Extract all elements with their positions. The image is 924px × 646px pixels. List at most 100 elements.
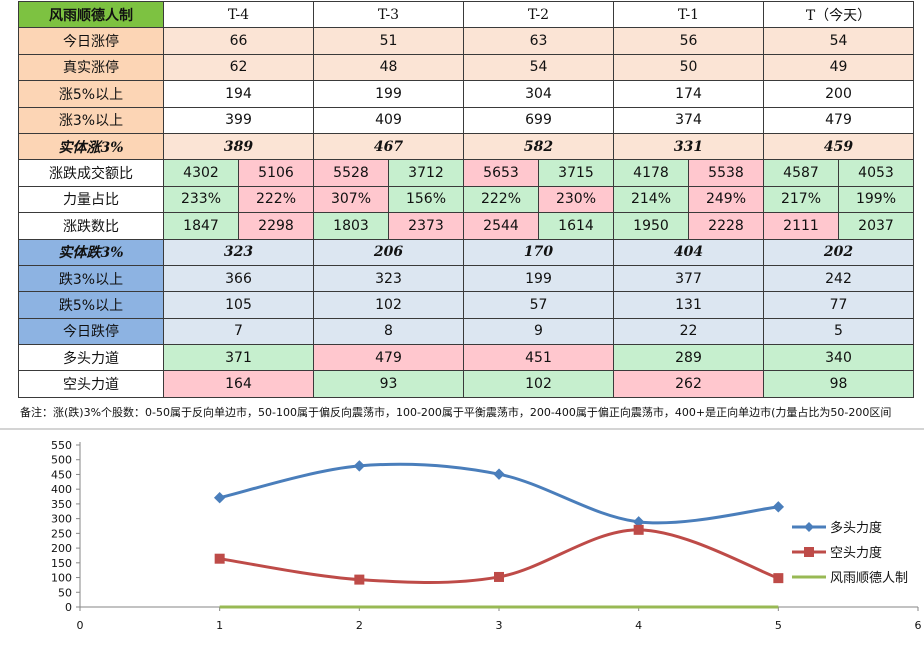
table-row-bull: 多头力道 371 479 451 289 340 (18, 344, 914, 372)
table-cell: 4053 (838, 159, 914, 187)
table-cell: 5106 (238, 159, 314, 187)
column-header: T-4 (163, 0, 314, 29)
y-tick-label: 0 (65, 601, 72, 614)
table-cell: 2037 (838, 212, 914, 240)
table-row: 跌3%以上 366 323 199 377 242 (18, 264, 914, 293)
table-cell: 5538 (688, 159, 764, 187)
y-tick-label: 250 (51, 527, 72, 540)
table-cell: 77 (763, 291, 914, 319)
series-point (772, 501, 785, 513)
column-header: T（今天） (763, 0, 914, 29)
table-cell: 374 (613, 106, 764, 134)
table-cell: 389 (163, 132, 314, 161)
row-label: 今日涨停 (18, 27, 164, 55)
table-cell: 62 (163, 53, 314, 82)
y-tick-label: 500 (51, 454, 72, 467)
table-cell: 377 (613, 264, 764, 293)
x-tick-label: 3 (496, 619, 503, 632)
table-cell: 170 (463, 238, 614, 266)
x-tick-label: 2 (356, 619, 363, 632)
table-cell: 93 (313, 370, 464, 398)
table-cell: 451 (463, 344, 614, 372)
table-cell: 399 (163, 106, 314, 134)
row-label: 跌5%以上 (18, 291, 164, 319)
series-point (773, 573, 784, 584)
table-row: 涨跌数比 1847 2298 1803 2373 2544 1614 1950 2228 2111… (18, 212, 914, 240)
x-tick-label: 4 (635, 619, 642, 632)
chart-series (213, 460, 785, 609)
legend-label: 风雨顺德人制 (830, 571, 908, 586)
table-cell: 5528 (313, 159, 389, 187)
divider (0, 428, 924, 430)
table-cell: 479 (763, 106, 914, 134)
x-tick-label: 5 (775, 619, 782, 632)
table-cell: 5 (763, 317, 914, 346)
table-cell: 331 (613, 132, 764, 161)
table-cell: 323 (313, 264, 464, 293)
table-cell: 56 (613, 27, 764, 55)
table-cell: 222% (463, 185, 539, 214)
x-tick-label: 0 (77, 619, 84, 632)
table-cell: 174 (613, 80, 764, 108)
table-cell: 102 (463, 370, 614, 398)
column-header: T-1 (613, 0, 764, 29)
header-row: 风雨顺德人制 T-4 T-3 T-2 T-1 T（今天） (18, 0, 914, 29)
table-cell: 9 (463, 317, 614, 346)
table-row: 涨3%以上 399 409 699 374 479 (18, 106, 914, 134)
x-tick-label: 1 (216, 619, 223, 632)
row-label: 力量占比 (18, 185, 164, 214)
table-cell: 307% (313, 185, 389, 214)
table-row: 今日涨停 66 51 63 56 54 (18, 27, 914, 55)
table-cell: 217% (763, 185, 839, 214)
footnote: 备注：涨(跌)3%个股数：0-50属于反向单边市，50-100属于偏反向震荡市，… (20, 406, 892, 419)
table-cell: 699 (463, 106, 614, 134)
y-tick-label: 200 (51, 542, 72, 555)
column-header: T-2 (463, 0, 614, 29)
table-cell: 371 (163, 344, 314, 372)
table-cell: 4302 (163, 159, 239, 187)
table-row-bear: 空头力道 164 93 102 262 98 (18, 370, 914, 398)
table-cell: 3712 (388, 159, 464, 187)
table-cell: 156% (388, 185, 464, 214)
table-cell: 304 (463, 80, 614, 108)
row-label: 涨跌成交额比 (18, 159, 164, 187)
table-cell: 206 (313, 238, 464, 266)
legend-label: 空头力度 (830, 545, 882, 561)
row-label: 涨跌数比 (18, 212, 164, 240)
row-label: 真实涨停 (18, 53, 164, 82)
y-tick-label: 450 (51, 468, 72, 481)
table-cell: 2373 (388, 212, 464, 240)
table-cell: 63 (463, 27, 614, 55)
table-cell: 1950 (613, 212, 689, 240)
brand-cell: 风雨顺德人制 (18, 0, 164, 29)
table-cell: 7 (163, 317, 314, 346)
table-cell: 2544 (463, 212, 539, 240)
table-cell: 57 (463, 291, 614, 319)
table-cell: 66 (163, 27, 314, 55)
series-point (633, 524, 644, 535)
table-cell: 200 (763, 80, 914, 108)
row-label: 空头力道 (18, 370, 164, 398)
series-point (354, 574, 365, 585)
table-cell: 54 (763, 27, 914, 55)
table-cell: 233% (163, 185, 239, 214)
table-row: 涨跌成交额比 4302 5106 5528 3712 5653 3715 4178 5538 45… (18, 159, 914, 187)
table-cell: 5653 (463, 159, 539, 187)
table-cell: 2111 (763, 212, 839, 240)
table-row: 涨5%以上 194 199 304 174 200 (18, 80, 914, 108)
series-point (353, 460, 366, 472)
table-cell: 22 (613, 317, 764, 346)
table-cell: 105 (163, 291, 314, 319)
table-cell: 1803 (313, 212, 389, 240)
table-cell: 467 (313, 132, 464, 161)
table-cell: 8 (313, 317, 464, 346)
table-cell: 459 (763, 132, 914, 161)
series-point (494, 571, 504, 582)
table-cell: 222% (238, 185, 314, 214)
legend-marker (804, 522, 814, 532)
table-cell: 242 (763, 264, 914, 293)
row-label: 实体跌3% (18, 238, 164, 266)
table-cell: 199 (463, 264, 614, 293)
table-cell: 323 (163, 238, 314, 266)
